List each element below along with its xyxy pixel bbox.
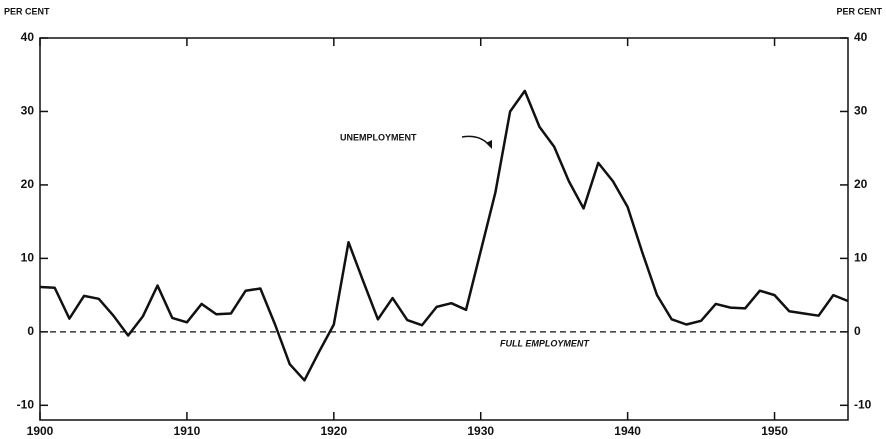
x-tick-label: 1940 — [614, 424, 641, 438]
x-tick-label: 1910 — [174, 424, 201, 438]
y-tick-label: -10 — [17, 397, 35, 411]
x-tick-label: 1950 — [761, 424, 788, 438]
y-tick-label: 10 — [21, 251, 35, 265]
y2-tick-label: 20 — [854, 177, 868, 191]
y2-tick-label: 0 — [854, 324, 861, 338]
y-tick-label: 40 — [21, 30, 35, 44]
y2-tick-label: 40 — [854, 30, 868, 44]
annotation: UNEMPLOYMENT — [340, 132, 417, 142]
x-tick-label: 1900 — [27, 424, 54, 438]
y2-tick-label: 30 — [854, 104, 868, 118]
y-tick-label: 30 — [21, 104, 35, 118]
y-axis-label-right: PER CENT — [836, 6, 882, 16]
y-axis-label-left: PER CENT — [4, 6, 50, 16]
annotation: FULL EMPLOYMENT — [500, 338, 590, 348]
arrow-head — [486, 140, 492, 149]
y2-tick-label: 10 — [854, 251, 868, 265]
y2-tick-label: -10 — [854, 397, 872, 411]
y-tick-label: 0 — [27, 324, 34, 338]
x-tick-label: 1930 — [467, 424, 494, 438]
arrow — [461, 135, 491, 147]
plot-frame — [39, 37, 849, 421]
data-line — [39, 89, 849, 382]
y-tick-label: 20 — [21, 177, 35, 191]
x-tick-label: 1920 — [320, 424, 347, 438]
